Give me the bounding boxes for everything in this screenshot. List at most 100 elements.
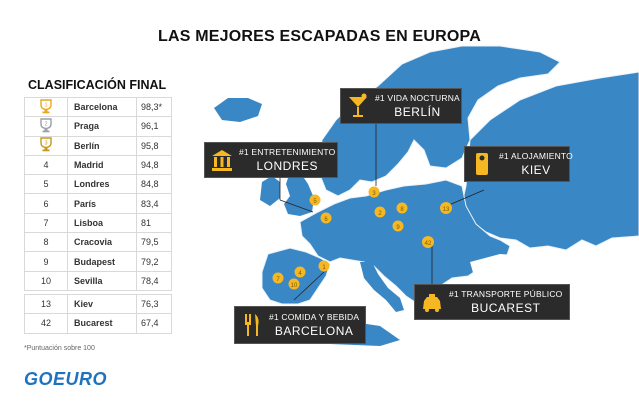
ranking-rank: 4 — [24, 154, 68, 176]
ranking-score: 83,4 — [136, 193, 172, 214]
map-ireland — [260, 176, 280, 206]
svg-text:1: 1 — [322, 265, 326, 271]
ranking-score: 67,4 — [136, 313, 172, 334]
ranking-rank: 42 — [24, 313, 68, 334]
ranking-rank: 1 — [24, 96, 68, 118]
ranking-score: 78,4 — [136, 270, 172, 291]
marker-budapest: 9 — [392, 220, 404, 232]
ranking-rank: 10 — [24, 270, 68, 291]
ranking-score: 81 — [136, 212, 172, 234]
callout-city: BERLÍN — [394, 105, 441, 119]
callout-city: KIEV — [521, 163, 551, 177]
ranking-score: 79,2 — [136, 251, 172, 272]
marker-kiev: 13 — [440, 202, 452, 214]
svg-text:8: 8 — [400, 207, 404, 213]
ranking-score: 94,8 — [136, 154, 172, 176]
callout-alojamiento: #1 ALOJAMIENTO KIEV — [464, 146, 573, 182]
ranking-rank: 2 — [24, 116, 68, 137]
callout-city: BUCAREST — [471, 301, 541, 315]
trophy-rank: 2 — [44, 122, 47, 128]
ranking-row: 13 Kiev 76,3 — [24, 293, 172, 315]
marker-lisboa: 7 — [272, 272, 284, 284]
ranking-city: Barcelona — [67, 96, 137, 118]
map-iceland — [214, 98, 262, 122]
ranking-score: 76,3 — [136, 293, 172, 315]
footnote: *Puntuación sobre 100 — [24, 345, 95, 352]
ranking-row: 8 Cracovia 79,5 — [24, 232, 172, 253]
map-markers: 3 2 8 9 13 42 5 6 1 4 7 10 — [272, 186, 452, 290]
ranking-city: Praga — [67, 116, 137, 137]
ranking-row: 5 Londres 84,8 — [24, 174, 172, 195]
taxi-icon — [423, 294, 441, 312]
svg-text:3: 3 — [372, 191, 376, 197]
ranking-city: Madrid — [67, 154, 137, 176]
callout-category: #1 ALOJAMIENTO — [499, 151, 573, 161]
svg-text:13: 13 — [443, 207, 450, 213]
svg-text:42: 42 — [425, 241, 432, 247]
callout-category: #1 VIDA NOCTURNA — [375, 93, 460, 103]
callout-city: LONDRES — [256, 159, 318, 173]
marker-bucarest: 42 — [422, 236, 434, 248]
ranking-row: 7 Lisboa 81 — [24, 212, 172, 234]
goeuro-logo: GOEURO — [24, 369, 108, 389]
gold-trophy-icon: 1 — [40, 98, 52, 113]
marker-barcelona: 1 — [318, 260, 330, 272]
callout-vida-nocturna: #1 VIDA NOCTURNA BERLÍN — [340, 88, 462, 124]
page-title: LAS MEJORES ESCAPADAS EN EUROPA — [158, 28, 481, 45]
ranking-row: 6 París 83,4 — [24, 193, 172, 214]
ranking-row: 9 Budapest 79,2 — [24, 251, 172, 272]
ranking-city: Londres — [67, 174, 137, 195]
callout-category: #1 TRANSPORTE PÚBLICO — [449, 289, 563, 299]
ranking-row: 2 Praga 96,1 — [24, 116, 172, 137]
marker-cracovia: 8 — [396, 202, 408, 214]
svg-text:5: 5 — [313, 199, 317, 205]
callout-comida-bebida: #1 COMIDA Y BEBIDA BARCELONA — [234, 306, 366, 344]
ranking-title: CLASIFICACIÓN FINAL — [28, 78, 167, 92]
ranking-city: Lisboa — [67, 212, 137, 234]
ranking-rank: 3 — [24, 135, 68, 156]
ranking-city: Kiev — [67, 293, 137, 315]
ranking-city: Berlín — [67, 135, 137, 156]
door-hanger-icon — [476, 153, 488, 175]
ranking-row: 3 Berlín 95,8 — [24, 135, 172, 156]
ranking-score: 79,5 — [136, 232, 172, 253]
fork-knife-icon — [245, 314, 259, 336]
silver-trophy-icon: 2 — [40, 118, 52, 133]
bronze-trophy-icon: 3 — [40, 137, 52, 152]
ranking-rank: 5 — [24, 174, 68, 195]
ranking-score: 84,8 — [136, 174, 172, 195]
callout-entretenimiento: #1 ENTRETENIMIENTO LONDRES — [204, 142, 338, 178]
callout-category: #1 COMIDA Y BEBIDA — [269, 312, 360, 322]
marker-berlin: 3 — [368, 186, 380, 198]
marker-praga: 2 — [374, 206, 386, 218]
marker-paris: 6 — [320, 212, 332, 224]
trophy-rank: 3 — [44, 141, 47, 147]
trophy-rank: 1 — [44, 102, 47, 108]
ranking-row: 42 Bucarest 67,4 — [24, 313, 172, 334]
ranking-row: 1 Barcelona 98,3* — [24, 96, 172, 118]
svg-text:6: 6 — [324, 217, 328, 223]
svg-text:9: 9 — [396, 225, 400, 231]
map-black-sea — [470, 254, 548, 286]
ranking-rank: 7 — [24, 212, 68, 234]
marker-londres: 5 — [309, 194, 321, 206]
ranking-table: 1 Barcelona 98,3* 2 Praga 96,1 3 Berlín 95,8 4 Mad… — [24, 96, 172, 334]
callout-transporte-publico: #1 TRANSPORTE PÚBLICO BUCAREST — [414, 284, 570, 320]
ranking-city: Sevilla — [67, 270, 137, 291]
marker-sevilla: 10 — [288, 278, 300, 290]
ranking-score: 96,1 — [136, 116, 172, 137]
map-iberia — [261, 247, 331, 305]
map-italy — [360, 262, 404, 312]
ranking-rank: 8 — [24, 232, 68, 253]
svg-text:4: 4 — [298, 271, 302, 277]
ranking-rank: 13 — [24, 293, 68, 315]
cocktail-icon — [349, 93, 367, 117]
ranking-city: Cracovia — [67, 232, 137, 253]
svg-text:2: 2 — [378, 211, 382, 217]
ranking-score: 98,3* — [136, 96, 172, 118]
svg-text:7: 7 — [276, 277, 280, 283]
ranking-rank: 6 — [24, 193, 68, 214]
museum-icon — [212, 150, 232, 171]
callout-category: #1 ENTRETENIMIENTO — [239, 147, 336, 157]
marker-madrid: 4 — [294, 266, 306, 278]
